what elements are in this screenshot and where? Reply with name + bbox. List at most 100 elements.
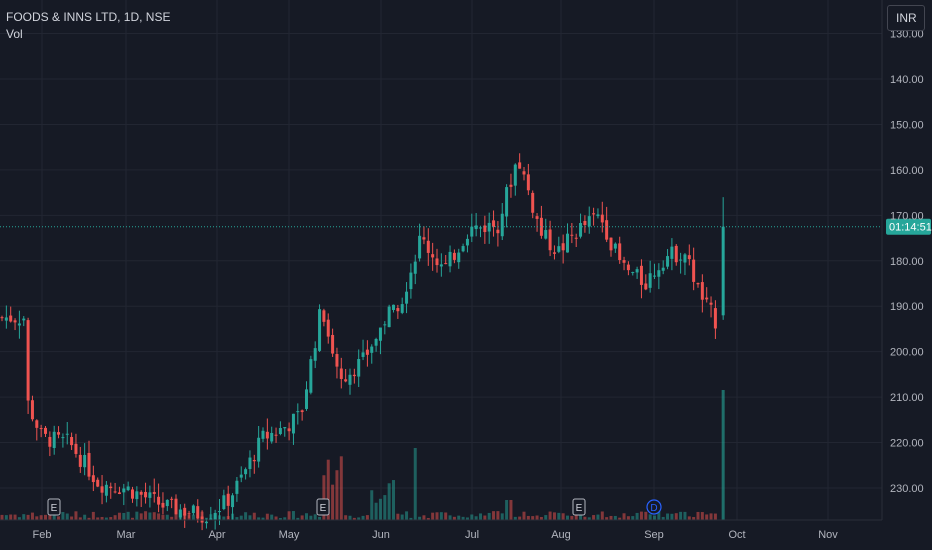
- candle-body[interactable]: [30, 400, 34, 420]
- last-candle-body[interactable]: [721, 226, 725, 316]
- candle-body[interactable]: [465, 238, 469, 246]
- candle-body[interactable]: [670, 246, 674, 259]
- candle-body[interactable]: [483, 225, 487, 233]
- candle-body[interactable]: [387, 306, 391, 328]
- candle-body[interactable]: [365, 349, 369, 355]
- candle-body[interactable]: [570, 234, 574, 236]
- candle-body[interactable]: [518, 162, 522, 169]
- candle-body[interactable]: [157, 496, 161, 505]
- candle-body[interactable]: [709, 302, 713, 305]
- candle-body[interactable]: [592, 213, 596, 215]
- candle-body[interactable]: [204, 521, 208, 524]
- candle-body[interactable]: [48, 436, 52, 447]
- candle-body[interactable]: [161, 502, 165, 508]
- candle-body[interactable]: [131, 489, 134, 499]
- candle-body[interactable]: [187, 513, 191, 515]
- candle-body[interactable]: [557, 246, 561, 252]
- candle-body[interactable]: [104, 484, 108, 496]
- candle-body[interactable]: [344, 379, 348, 382]
- candle-body[interactable]: [335, 354, 339, 367]
- candle-body[interactable]: [587, 216, 591, 227]
- candle-body[interactable]: [692, 259, 696, 282]
- candle-body[interactable]: [139, 491, 143, 495]
- candle-body[interactable]: [65, 433, 69, 435]
- candle-body[interactable]: [457, 252, 461, 263]
- candle-body[interactable]: [170, 498, 174, 500]
- candle-body[interactable]: [183, 507, 187, 516]
- candle-body[interactable]: [57, 432, 61, 435]
- candle-body[interactable]: [544, 230, 548, 239]
- candle-body[interactable]: [531, 192, 535, 213]
- candle-body[interactable]: [339, 368, 343, 379]
- candle-body[interactable]: [331, 334, 335, 354]
- candle-body[interactable]: [135, 491, 139, 500]
- candle-body[interactable]: [631, 272, 635, 274]
- earnings-marker[interactable]: [47, 498, 61, 516]
- candle-body[interactable]: [0, 317, 4, 319]
- candle-body[interactable]: [348, 374, 352, 385]
- candle-body[interactable]: [91, 475, 95, 483]
- candle-body[interactable]: [174, 498, 178, 515]
- candle-body[interactable]: [209, 518, 213, 521]
- candle-body[interactable]: [687, 255, 691, 260]
- candle-body[interactable]: [70, 436, 74, 446]
- candle-body[interactable]: [83, 454, 87, 468]
- candle-body[interactable]: [392, 304, 395, 310]
- candle-body[interactable]: [313, 348, 317, 361]
- candle-body[interactable]: [396, 308, 400, 312]
- time-axis[interactable]: Feb Mar Apr May Jun Jul Aug Sep Oct Nov: [0, 519, 882, 541]
- candle-body[interactable]: [596, 214, 600, 217]
- candle-body[interactable]: [178, 509, 182, 518]
- candle-body[interactable]: [639, 265, 643, 285]
- candle-body[interactable]: [352, 374, 356, 377]
- candle-body[interactable]: [418, 235, 422, 259]
- candle-body[interactable]: [705, 297, 709, 300]
- candle-body[interactable]: [109, 486, 113, 489]
- candle-body[interactable]: [539, 217, 543, 236]
- candle-body[interactable]: [378, 327, 382, 341]
- candle-body[interactable]: [274, 434, 278, 436]
- candle-body[interactable]: [600, 214, 604, 223]
- candle-body[interactable]: [326, 319, 330, 337]
- candle-body[interactable]: [152, 492, 156, 494]
- candle-body[interactable]: [261, 430, 265, 439]
- candle-body[interactable]: [405, 291, 409, 304]
- candle-body[interactable]: [452, 252, 456, 260]
- candle-body[interactable]: [239, 474, 243, 478]
- candle-body[interactable]: [374, 339, 378, 346]
- candle-body[interactable]: [291, 413, 295, 434]
- candle-body[interactable]: [252, 459, 256, 462]
- candle-body[interactable]: [35, 420, 39, 428]
- candle-body[interactable]: [422, 237, 426, 240]
- candle-body[interactable]: [144, 491, 148, 498]
- price-axis[interactable]: 230.00 220.00 210.00 200.00 190.00 180.00 170.…: [881, 0, 924, 520]
- candle-body[interactable]: [474, 225, 478, 230]
- candle-body[interactable]: [100, 486, 104, 493]
- candle-body[interactable]: [696, 282, 700, 285]
- candle-body[interactable]: [165, 499, 169, 507]
- candle-body[interactable]: [122, 488, 126, 493]
- candle-body[interactable]: [117, 492, 121, 495]
- candle-body[interactable]: [500, 213, 504, 237]
- candle-body[interactable]: [583, 220, 587, 226]
- candle-body[interactable]: [609, 237, 613, 251]
- symbol-title[interactable]: FOODS & INNS LTD, 1D, NSE: [6, 10, 171, 24]
- candle-body[interactable]: [318, 309, 322, 351]
- candle-body[interactable]: [426, 240, 430, 253]
- candle-body[interactable]: [87, 452, 91, 477]
- candle-body[interactable]: [613, 243, 617, 249]
- candle-body[interactable]: [74, 443, 78, 454]
- candle-body[interactable]: [361, 352, 365, 357]
- candle-body[interactable]: [218, 511, 221, 513]
- candle-body[interactable]: [231, 495, 235, 508]
- candle-body[interactable]: [605, 220, 609, 240]
- candle-body[interactable]: [461, 246, 465, 252]
- candle-body[interactable]: [674, 245, 678, 263]
- candle-body[interactable]: [248, 457, 252, 469]
- candle-body[interactable]: [622, 260, 626, 263]
- candle-body[interactable]: [470, 226, 474, 237]
- earnings-marker[interactable]: [316, 498, 330, 516]
- earnings-marker[interactable]: [572, 498, 586, 516]
- candle-body[interactable]: [661, 267, 665, 271]
